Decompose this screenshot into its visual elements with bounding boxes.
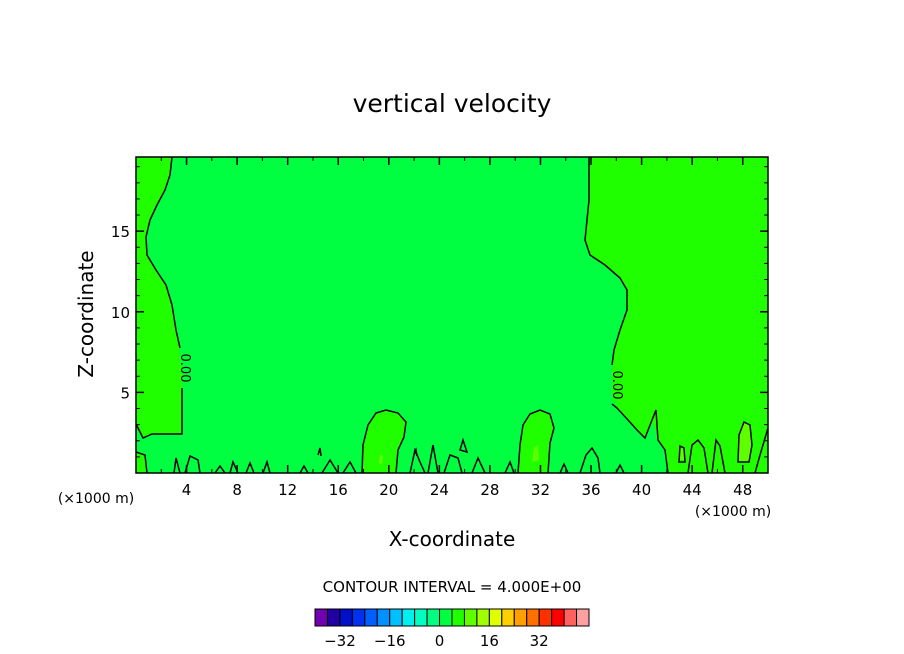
x-tick-label: 48 — [733, 481, 752, 499]
y-tick-label: 5 — [120, 384, 130, 402]
contour-label-right: 0.00 — [609, 371, 624, 400]
colorbar-label: 0 — [435, 632, 445, 650]
colorbar-swatch — [414, 608, 428, 627]
high-patch-bump-31 — [532, 445, 539, 462]
colorbar-swatch — [351, 608, 366, 627]
y-axis-ticks: 5 10 15 — [111, 166, 768, 458]
y-tick-label: 15 — [111, 223, 130, 241]
contour-interval-text: CONTOUR INTERVAL = 4.000E+00 — [323, 578, 582, 596]
x-axis-ticks: 4 8 12 16 20 24 28 32 36 40 44 48 — [160, 157, 752, 499]
colorbar-swatch — [538, 608, 553, 627]
colorbar-swatch — [526, 608, 540, 627]
x-tick-label: 32 — [531, 481, 550, 499]
plot-area: 0.00 0.00 — [136, 157, 768, 473]
colorbar-swatch — [401, 608, 416, 627]
x-tick-label: 40 — [632, 481, 651, 499]
colorbar-swatch — [376, 608, 391, 627]
chart-title: vertical velocity — [353, 89, 552, 118]
colorbar-swatch — [451, 608, 465, 627]
colorbar-swatch — [576, 608, 590, 627]
colorbar-swatch — [439, 608, 453, 627]
colorbar-swatch — [326, 608, 341, 627]
colorbar-swatch — [426, 608, 441, 627]
x-tick-label: 16 — [329, 481, 348, 499]
zero-contours — [136, 157, 768, 473]
x-tick-label: 44 — [683, 481, 702, 499]
high-patch-right — [738, 422, 752, 462]
colorbar-swatch — [563, 608, 578, 627]
colorbar — [314, 608, 590, 627]
colorbar-swatch — [389, 608, 403, 627]
high-patch-bump-20 — [379, 455, 383, 464]
plot-frame — [135, 156, 769, 474]
colorbar-label: 32 — [530, 632, 549, 650]
colorbar-label: −32 — [324, 632, 356, 650]
x-tick-label: 8 — [232, 481, 242, 499]
positive-region-bump-31 — [518, 410, 554, 473]
x-axis-label: X-coordinate — [389, 527, 516, 551]
y-tick-label: 10 — [111, 304, 130, 322]
x-unit-left: (×1000 m) — [58, 491, 134, 507]
colorbar-labels: −32 −16 0 16 32 — [324, 632, 549, 650]
contour-label-left: 0.00 — [177, 354, 192, 383]
colorbar-label: 16 — [480, 632, 499, 650]
colorbar-swatch — [513, 608, 528, 627]
colorbar-swatch — [476, 608, 490, 627]
colorbar-swatch — [488, 608, 503, 627]
colorbar-label: −16 — [374, 632, 406, 650]
x-tick-label: 24 — [430, 481, 449, 499]
positive-region-right — [585, 157, 768, 473]
colorbar-swatch — [339, 608, 353, 627]
x-tick-label: 36 — [581, 481, 600, 499]
x-unit-right: (×1000 m) — [695, 504, 771, 520]
x-tick-label: 12 — [278, 481, 297, 499]
colorbar-swatch — [551, 608, 565, 627]
positive-region-bump-20 — [362, 410, 406, 473]
colorbar-swatch — [314, 608, 328, 627]
x-tick-label: 28 — [480, 481, 499, 499]
colorbar-swatch — [364, 608, 378, 627]
colorbar-swatch — [463, 608, 478, 627]
colorbar-swatch — [501, 608, 515, 627]
x-tick-label: 20 — [379, 481, 398, 499]
x-tick-label: 4 — [182, 481, 192, 499]
y-axis-label: Z-coordinate — [74, 250, 98, 377]
